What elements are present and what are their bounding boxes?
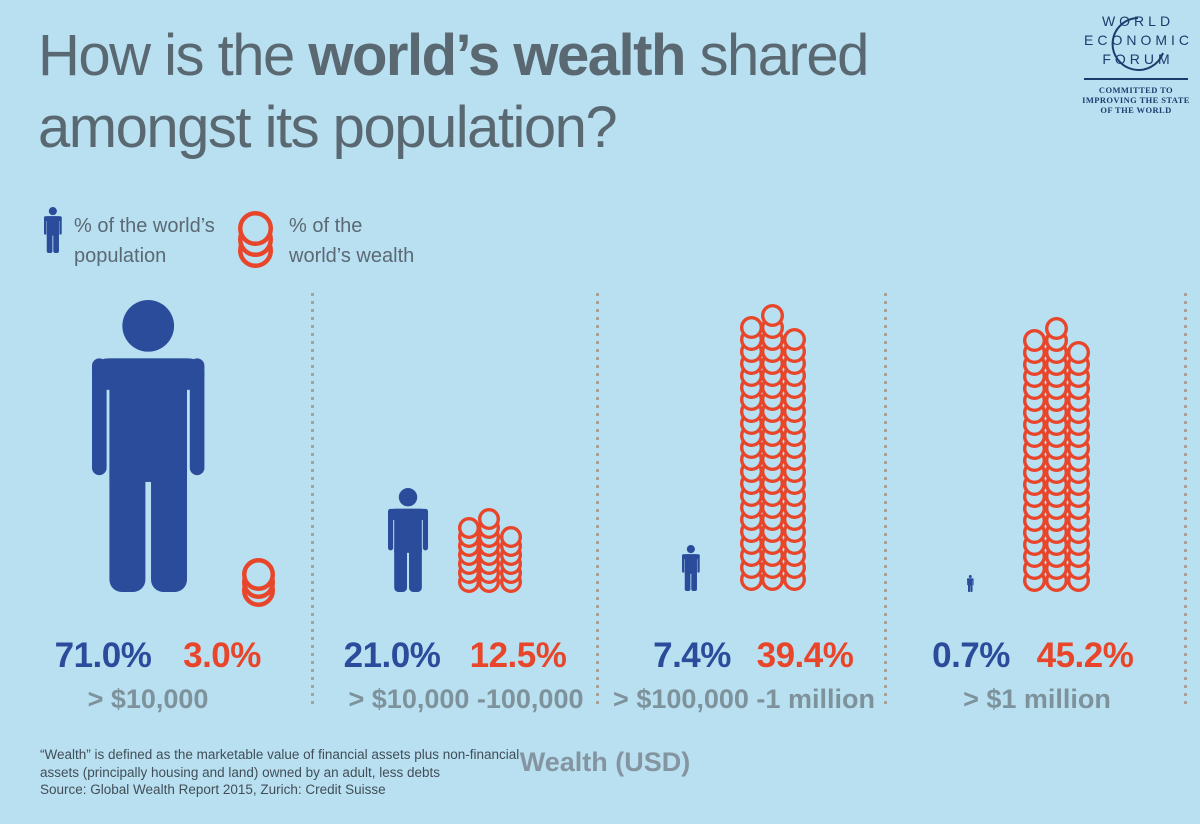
population-person-icon-group3 (682, 545, 700, 591)
wealth-pct-group1: 3.0% (183, 636, 261, 675)
wealth-coins-icon-group3 (740, 304, 807, 592)
wef-logo: WORLD ECONOMIC FORUM COMMITTED TO IMPROV… (1080, 12, 1192, 115)
title-part3: shared (684, 23, 869, 88)
category-label-group1: > $10,000 (87, 684, 209, 714)
wealth-pct-group4: 45.2% (1036, 636, 1134, 675)
wef-logo-divider (1084, 78, 1188, 80)
footnote: “Wealth” is defined as the marketable va… (40, 746, 519, 799)
x-axis-label: Wealth (USD) (519, 747, 691, 777)
population-pct-group2: 21.0% (343, 636, 441, 675)
population-pct-group1: 71.0% (54, 636, 152, 675)
wef-logo-word: FORUM (1102, 51, 1174, 67)
wef-tagline: COMMITTED TO (1098, 85, 1174, 95)
population-pct-group4: 0.7% (932, 636, 1010, 675)
legend-wealth-coins-icon (238, 211, 273, 268)
source-line: Source: Global Wealth Report 2015, Zuric… (40, 782, 386, 797)
wealth-coins-icon-group1 (242, 558, 275, 607)
wealth-pct-group2: 12.5% (469, 636, 567, 675)
wealth-pct-group3: 39.4% (756, 636, 854, 675)
title-bold: world’s wealth (308, 23, 686, 88)
wealth-coins-icon-group4 (1022, 317, 1090, 593)
wef-tagline: IMPROVING THE STATE (1082, 95, 1190, 105)
population-person-icon-group2 (388, 488, 429, 592)
population-person-icon-group4 (967, 575, 974, 592)
group-separator (884, 293, 887, 709)
category-label-group2: > $10,000 -100,000 (348, 684, 584, 714)
footnote-line2: assets (principally housing and land) ow… (40, 764, 440, 780)
group-separator (596, 293, 599, 709)
group-separator (1184, 293, 1187, 709)
category-label-group3: > $100,000 -1 million (613, 684, 875, 714)
title-line2: amongst its population? (38, 95, 618, 160)
wealth-coins-icon-group2 (458, 508, 523, 594)
legend-population-label: % of the world’s population (74, 215, 215, 267)
category-label-group4: > $1 million (963, 684, 1111, 714)
population-pct-group3: 7.4% (653, 636, 731, 675)
wef-swoosh-icon (1111, 17, 1164, 71)
legend-population-person-icon (44, 207, 62, 253)
footnote-line1: “Wealth” is defined as the marketable va… (40, 747, 520, 762)
wef-tagline: OF THE WORLD (1100, 105, 1172, 115)
page-title: How is the world’s wealth shared amongst… (38, 20, 869, 164)
title-part1: How is the (38, 23, 309, 88)
wef-logo-word: WORLD (1101, 13, 1175, 29)
legend-wealth-label: % of the world’s wealth (289, 215, 415, 267)
group-separator (311, 293, 314, 709)
population-person-icon-group1 (92, 300, 205, 592)
wef-logo-word: ECONOMIC (1084, 32, 1193, 48)
